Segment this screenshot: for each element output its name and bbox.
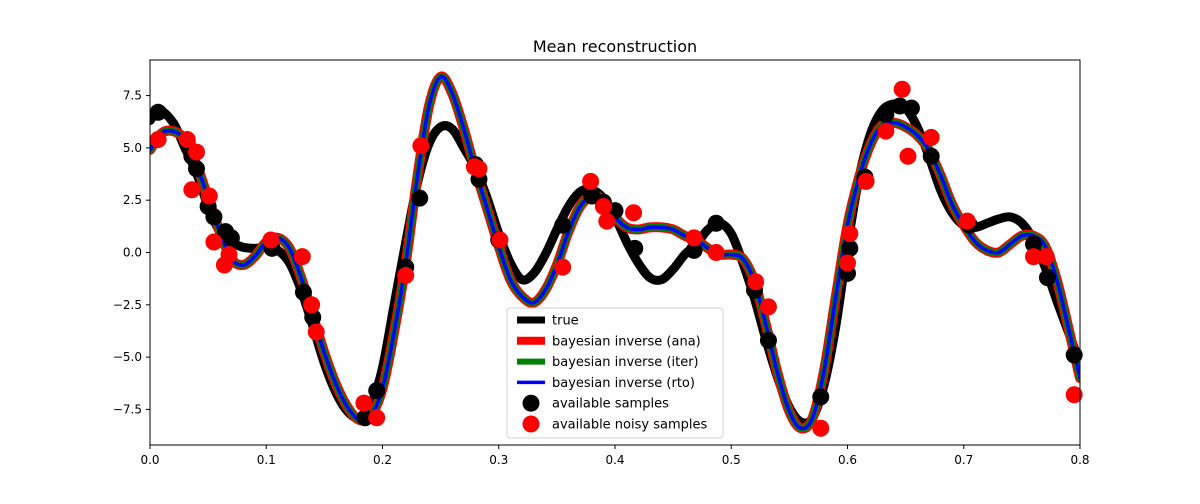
legend-label: bayesian inverse (ana) (552, 334, 701, 349)
sample-point (411, 189, 429, 207)
sample-point (222, 229, 240, 247)
x-axis: 0.0 0.1 0.2 0.3 0.4 0.5 0.6 0.7 0.8 (140, 445, 1090, 467)
noisy-sample-point (220, 246, 238, 264)
noisy-sample-point (922, 128, 940, 146)
marker-layer (149, 80, 1083, 437)
noisy-sample-point (958, 212, 976, 230)
legend-label: bayesian inverse (rto) (552, 376, 695, 391)
sample-point (841, 239, 859, 257)
x-tick-label: 0.0 (140, 453, 159, 467)
noisy-sample-point (412, 137, 430, 155)
sample-point (877, 105, 895, 123)
x-tick-label: 0.2 (373, 453, 392, 467)
sample-point (554, 216, 572, 234)
y-tick-label: 0.0 (123, 246, 142, 260)
x-tick-label: 0.3 (489, 453, 508, 467)
x-tick-label: 0.4 (605, 453, 624, 467)
sample-point (626, 239, 644, 257)
noisy-sample-point (1065, 386, 1083, 404)
sample-point (188, 160, 205, 178)
noisy-sample-point (262, 231, 280, 249)
x-tick-label: 0.1 (257, 453, 276, 467)
noisy-sample-point (397, 267, 415, 285)
noisy-sample-point (899, 147, 917, 165)
noisy-sample-point (205, 233, 223, 251)
legend-label: available samples (552, 397, 669, 412)
noisy-sample-point (625, 204, 643, 222)
noisy-sample-point (582, 172, 600, 190)
sample-point (304, 308, 322, 326)
sample-point (1038, 269, 1056, 287)
sample-point (902, 99, 920, 117)
sample-point (685, 241, 703, 259)
sample-point (812, 388, 830, 406)
y-axis: −7.5 −5.0 −2.5 0.0 2.5 5.0 7.5 (113, 89, 150, 416)
y-tick-label: 5.0 (123, 141, 142, 155)
sample-point (1065, 346, 1083, 364)
sample-point (205, 208, 223, 226)
noisy-sample-point (491, 231, 509, 249)
sample-point (922, 147, 940, 165)
noisy-sample-point (893, 80, 911, 98)
noisy-sample-point (685, 229, 703, 247)
noisy-sample-point (707, 244, 725, 261)
noisy-sample-point (554, 258, 572, 276)
sample-point (707, 214, 725, 232)
y-tick-label: −7.5 (113, 402, 142, 416)
noisy-sample-point (877, 122, 895, 140)
noisy-sample-point (598, 212, 616, 230)
sample-point (368, 382, 386, 400)
noisy-sample-point (594, 197, 612, 215)
noisy-sample-point (1025, 248, 1042, 266)
legend: true bayesian inverse (ana) bayesian inver… (506, 307, 724, 439)
y-tick-label: −2.5 (113, 298, 142, 312)
x-tick-label: 0.6 (838, 453, 857, 467)
noisy-sample-point (178, 131, 196, 149)
noisy-sample-point (307, 323, 325, 341)
noisy-sample-point (470, 160, 488, 178)
legend-label: available noisy samples (552, 418, 707, 433)
chart-title: Mean reconstruction (533, 37, 697, 56)
noisy-sample-point (759, 298, 777, 316)
legend-label: bayesian inverse (iter) (552, 355, 699, 370)
sample-point (294, 283, 312, 301)
noisy-sample-point (303, 296, 321, 314)
sample-point (759, 331, 777, 349)
noisy-sample-point (812, 419, 830, 437)
noisy-sample-point (1037, 248, 1055, 266)
y-tick-label: −5.0 (113, 350, 142, 364)
noisy-sample-point (293, 248, 311, 266)
noisy-sample-point (368, 409, 386, 427)
noisy-sample-point (839, 254, 856, 272)
legend-marker-swatch (522, 394, 540, 412)
noisy-sample-point (149, 131, 167, 149)
noisy-sample-point (747, 273, 765, 291)
noisy-sample-point (183, 181, 201, 199)
x-tick-label: 0.7 (954, 453, 973, 467)
x-tick-label: 0.8 (1070, 453, 1089, 467)
legend-box (506, 307, 724, 439)
x-tick-label: 0.5 (722, 453, 741, 467)
noisy-sample-point (188, 143, 205, 161)
noisy-sample-point (857, 172, 875, 190)
legend-label: true (552, 314, 579, 329)
sample-point (149, 103, 167, 121)
y-tick-label: 2.5 (123, 193, 142, 207)
legend-marker-swatch (522, 415, 540, 433)
sample-point (356, 409, 374, 427)
noisy-sample-point (841, 225, 859, 243)
noisy-sample-point (355, 394, 373, 412)
sample-point (1025, 235, 1042, 253)
noisy-sample-point (200, 187, 218, 205)
y-tick-label: 7.5 (123, 89, 142, 103)
